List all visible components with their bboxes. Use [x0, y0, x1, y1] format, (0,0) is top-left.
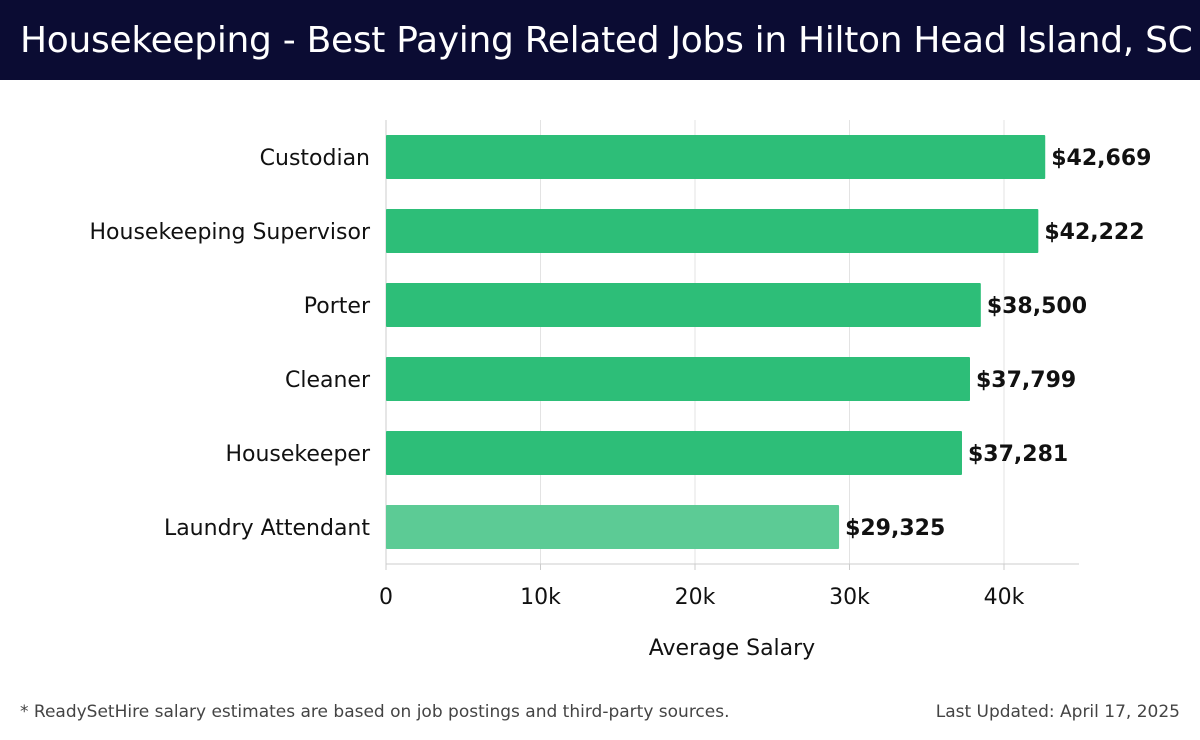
x-tick-label: 30k — [829, 585, 870, 610]
category-label: Porter — [304, 294, 371, 319]
bar — [386, 135, 1046, 179]
bar-chart: 0 10k 20k 30k 40k Custodian $42,669 Housekeepin… — [90, 120, 1151, 661]
x-tick-label: 0 — [379, 585, 393, 610]
last-updated: Last Updated: April 17, 2025 — [935, 702, 1180, 722]
value-label: $37,281 — [968, 442, 1068, 467]
value-label: $42,669 — [1051, 146, 1151, 171]
value-label: $38,500 — [987, 294, 1087, 319]
bar — [386, 357, 970, 401]
x-tick-label: 10k — [520, 585, 561, 610]
category-label: Housekeeping Supervisor — [90, 220, 371, 245]
bar — [386, 209, 1039, 253]
chart-title: Housekeeping - Best Paying Related Jobs … — [20, 19, 1193, 61]
category-label: Cleaner — [285, 368, 371, 393]
x-axis-title: Average Salary — [649, 636, 815, 661]
bar — [386, 505, 840, 549]
value-label: $37,799 — [976, 368, 1076, 393]
x-tick-label: 20k — [675, 585, 716, 610]
source-note: * ReadySetHire salary estimates are base… — [20, 702, 730, 722]
bar — [386, 431, 962, 475]
category-label: Housekeeper — [225, 442, 370, 467]
category-label: Custodian — [260, 146, 370, 171]
category-label: Laundry Attendant — [164, 516, 370, 541]
bar — [386, 283, 981, 327]
chart-header: Housekeeping - Best Paying Related Jobs … — [0, 0, 1200, 80]
value-label: $42,222 — [1044, 220, 1144, 245]
value-label: $29,325 — [845, 516, 945, 541]
x-tick-label: 40k — [984, 585, 1025, 610]
